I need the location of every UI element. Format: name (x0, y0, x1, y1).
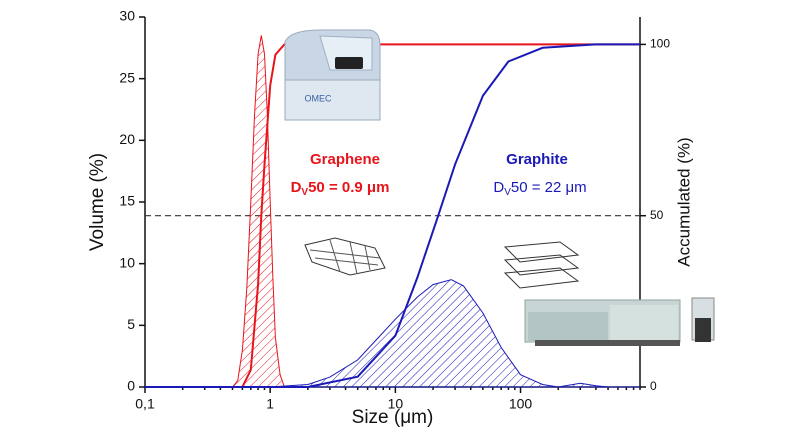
hatched-area (145, 279, 640, 388)
annotation-label: DV50 = 0.9 μm (291, 179, 390, 198)
y-tick-label: 0 (127, 378, 135, 394)
y2-axis-label: Accumulated (%) (674, 137, 693, 266)
cumulative-line (145, 43, 640, 388)
instrument-image: OMEC (284, 29, 381, 121)
instrument-label: OMEC (305, 93, 333, 103)
y-tick-label: 5 (127, 316, 135, 332)
annotation-part: 50 = 0.9 μm (308, 179, 389, 196)
graphene-image (304, 237, 386, 276)
annotation-subscript: V (504, 187, 511, 198)
y-tick-label: 25 (119, 69, 135, 85)
y-axis-label: Volume (%) (87, 153, 108, 251)
annotation-subscript: V (301, 187, 308, 198)
y-tick-label: 15 (119, 193, 135, 209)
annotation-part: D (291, 179, 302, 196)
y2-tick-label: 100 (650, 37, 670, 51)
analyzer-image (524, 297, 715, 346)
x-tick-label: 100 (509, 396, 533, 412)
annotation-title: Graphite (506, 151, 568, 168)
y2-tick-label: 0 (650, 379, 657, 393)
annotation-title: Graphene (310, 151, 380, 168)
x-tick-label: 0,1 (135, 396, 155, 412)
x-axis-label: Size (μm) (352, 407, 434, 428)
x-tick-label: 10 (388, 396, 404, 412)
y-tick-label: 10 (119, 254, 135, 270)
cumulative-line (145, 43, 640, 388)
y2-tick-label: 50 (650, 208, 664, 222)
graphite-image (503, 241, 580, 289)
annotation-label: DV50 = 22 μm (493, 179, 586, 198)
x-tick-label: 1 (266, 396, 274, 412)
annotation-part: D (493, 179, 504, 196)
y-tick-label: 30 (119, 8, 135, 24)
y-tick-label: 20 (119, 131, 135, 147)
annotation-part: 50 = 22 μm (511, 179, 587, 196)
hatched-area (232, 35, 285, 388)
